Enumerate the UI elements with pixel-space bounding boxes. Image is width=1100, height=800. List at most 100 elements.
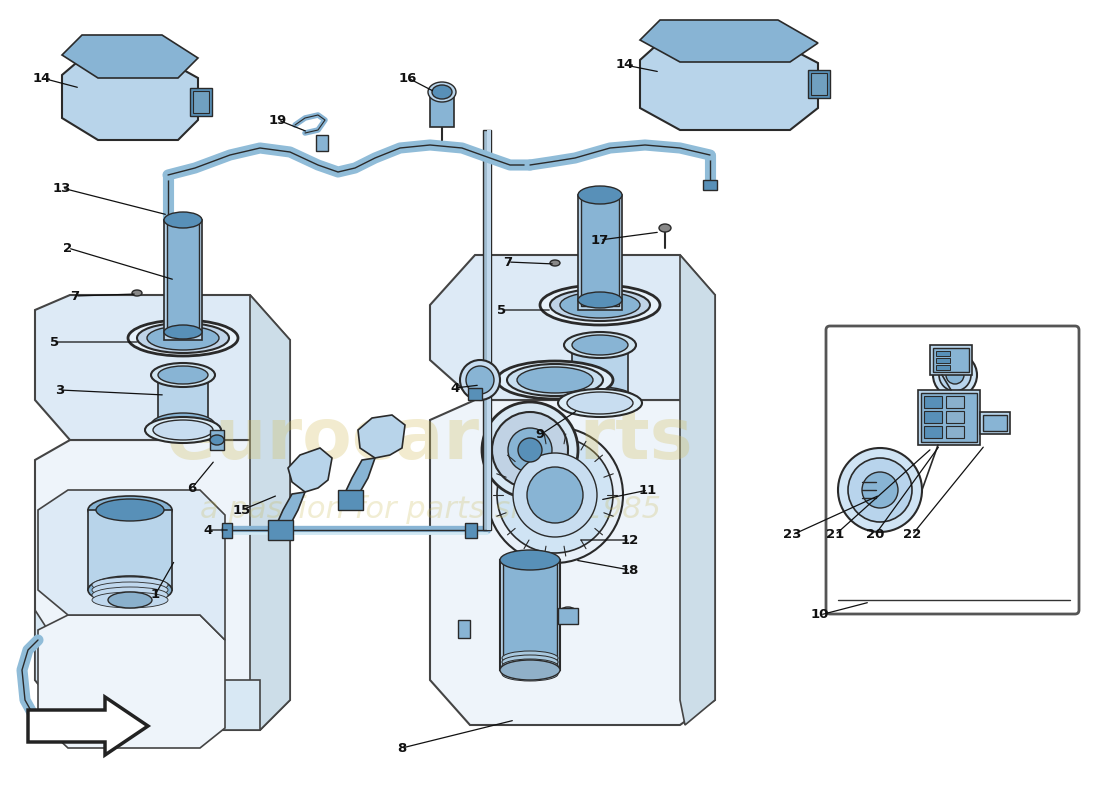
Ellipse shape: [147, 326, 219, 350]
Bar: [936, 365, 950, 370]
Ellipse shape: [564, 387, 636, 413]
Bar: [924, 396, 942, 408]
Bar: [190, 88, 212, 116]
Text: 14: 14: [33, 71, 52, 85]
Ellipse shape: [482, 402, 578, 498]
Bar: [503, 563, 557, 667]
Ellipse shape: [108, 592, 152, 608]
Ellipse shape: [502, 667, 558, 681]
Text: 12: 12: [620, 534, 639, 546]
Polygon shape: [430, 400, 715, 725]
Polygon shape: [640, 20, 818, 62]
Text: 11: 11: [639, 483, 657, 497]
Bar: [338, 490, 363, 510]
Ellipse shape: [502, 651, 558, 665]
Ellipse shape: [527, 467, 583, 523]
Polygon shape: [430, 255, 715, 440]
Text: 21: 21: [826, 529, 844, 542]
Polygon shape: [358, 415, 405, 458]
Bar: [108, 585, 152, 603]
Text: 15: 15: [233, 503, 251, 517]
Bar: [167, 223, 199, 335]
Ellipse shape: [96, 499, 164, 521]
Polygon shape: [640, 42, 818, 130]
Bar: [88, 510, 172, 590]
Ellipse shape: [128, 320, 238, 356]
Ellipse shape: [659, 224, 671, 232]
Bar: [946, 411, 964, 423]
Ellipse shape: [487, 427, 623, 563]
Ellipse shape: [466, 366, 494, 394]
Ellipse shape: [862, 472, 898, 508]
Bar: [468, 388, 482, 400]
Bar: [933, 348, 969, 372]
Bar: [936, 358, 950, 363]
Text: 7: 7: [70, 290, 79, 302]
Ellipse shape: [432, 85, 452, 99]
Bar: [946, 396, 964, 408]
Polygon shape: [275, 492, 305, 535]
Ellipse shape: [517, 367, 593, 393]
Bar: [936, 351, 950, 356]
Text: 1: 1: [151, 589, 160, 602]
Ellipse shape: [158, 366, 208, 384]
Text: 5: 5: [497, 303, 507, 317]
Ellipse shape: [151, 363, 214, 387]
Ellipse shape: [513, 453, 597, 537]
Bar: [581, 198, 619, 306]
Bar: [983, 415, 1006, 431]
Bar: [268, 520, 293, 540]
Ellipse shape: [502, 663, 558, 677]
Ellipse shape: [572, 335, 628, 355]
Text: 4: 4: [450, 382, 460, 394]
Polygon shape: [28, 697, 148, 755]
Polygon shape: [344, 458, 375, 502]
Ellipse shape: [92, 577, 168, 593]
Bar: [487, 130, 491, 530]
Ellipse shape: [138, 323, 229, 353]
Ellipse shape: [502, 659, 558, 673]
Text: 22: 22: [903, 529, 921, 542]
Text: a passion for parts since 1985: a passion for parts since 1985: [199, 495, 660, 525]
Polygon shape: [62, 58, 198, 140]
Ellipse shape: [566, 392, 632, 414]
Polygon shape: [250, 295, 290, 730]
Ellipse shape: [540, 285, 660, 325]
Text: 19: 19: [268, 114, 287, 126]
Bar: [558, 608, 578, 624]
Ellipse shape: [502, 655, 558, 669]
Text: 5: 5: [51, 335, 59, 349]
Bar: [918, 390, 980, 445]
Bar: [808, 70, 830, 98]
Ellipse shape: [210, 435, 224, 445]
Bar: [703, 180, 717, 190]
Text: eurocarparts: eurocarparts: [167, 406, 693, 474]
Text: 7: 7: [504, 255, 513, 269]
Ellipse shape: [92, 587, 168, 603]
Bar: [192, 91, 209, 113]
Ellipse shape: [518, 438, 542, 462]
Ellipse shape: [507, 364, 603, 396]
Ellipse shape: [550, 289, 650, 321]
Ellipse shape: [164, 325, 202, 339]
Ellipse shape: [560, 292, 640, 318]
Polygon shape: [35, 610, 260, 730]
Ellipse shape: [428, 82, 456, 102]
Ellipse shape: [88, 496, 172, 524]
Bar: [572, 345, 628, 400]
Ellipse shape: [933, 353, 977, 397]
Ellipse shape: [564, 332, 636, 358]
Text: 9: 9: [536, 429, 544, 442]
Text: 16: 16: [399, 71, 417, 85]
Polygon shape: [680, 255, 715, 725]
Ellipse shape: [558, 389, 642, 417]
Ellipse shape: [838, 448, 922, 532]
Text: 20: 20: [866, 529, 884, 542]
Bar: [924, 426, 942, 438]
Ellipse shape: [460, 360, 500, 400]
Ellipse shape: [145, 417, 221, 443]
Polygon shape: [39, 615, 225, 748]
Polygon shape: [39, 490, 225, 640]
Text: 10: 10: [811, 609, 829, 622]
Polygon shape: [35, 295, 290, 480]
